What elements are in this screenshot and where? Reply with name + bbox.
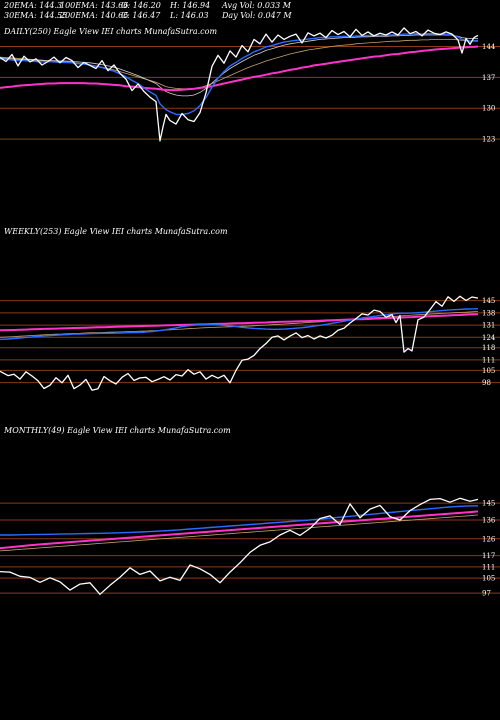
weekly-y-tick-label: 118 <box>482 344 495 352</box>
stat-close: C: 146.47 <box>121 11 161 20</box>
monthly-ema-fast-line <box>0 505 479 536</box>
monthly-y-tick-label: 126 <box>482 535 496 543</box>
daily-ema-long-line <box>0 45 479 92</box>
weekly-y-tick-label: 145 <box>482 297 495 305</box>
weekly-ema-slow-line <box>0 311 479 338</box>
stat-100ema: 100EMA: 143.66 <box>60 1 129 10</box>
weekly-y-tick-label: 124 <box>482 334 496 342</box>
monthly-y-tick-label: 97 <box>482 590 491 598</box>
monthly-ema-long-line <box>0 510 479 550</box>
daily-y-tick-label: 130 <box>482 105 495 113</box>
daily-price-line <box>0 27 479 142</box>
stat-20ema: 20EMA: 144.3 <box>4 1 63 10</box>
monthly-price-line <box>0 497 479 595</box>
weekly-y-tick-label: 131 <box>482 322 495 330</box>
weekly-ema-fast-line <box>0 308 479 341</box>
monthly-y-tick-label: 111 <box>482 563 495 571</box>
monthly-y-tick-label: 117 <box>482 552 495 560</box>
stat-200ema: 200EMA: 140.66 <box>60 11 129 20</box>
daily-y-tick-label: 144 <box>482 43 496 51</box>
stat-avg-vol: Avg Vol: 0.033 M <box>222 1 291 10</box>
monthly-y-tick-label: 136 <box>482 517 496 525</box>
weekly-panel-label: WEEKLY(253) Eagle View IEI charts Munafa… <box>4 227 228 236</box>
weekly-ema-long-line <box>0 313 479 332</box>
weekly-y-tick-label: 138 <box>482 309 495 317</box>
stat-high: H: 146.94 <box>170 1 211 10</box>
weekly-y-tick-label: 111 <box>482 356 495 364</box>
stat-30ema: 30EMA: 144.55 <box>4 11 68 20</box>
monthly-y-tick-label: 145 <box>482 500 495 508</box>
daily-ema-mid-line <box>0 34 478 97</box>
stat-low: L: 146.03 <box>170 11 209 20</box>
daily-y-tick-label: 123 <box>482 136 495 144</box>
daily-y-tick-label: 137 <box>482 74 495 82</box>
monthly-y-tick-label: 105 <box>482 575 495 583</box>
weekly-y-tick-label: 105 <box>482 367 495 375</box>
monthly-ema-slow-line <box>0 514 479 552</box>
weekly-y-tick-label: 98 <box>482 379 491 387</box>
weekly-price-line <box>0 295 479 391</box>
daily-panel-label: DAILY(250) Eagle View IEI charts MunafaS… <box>4 27 218 36</box>
daily-ema-fast-line <box>0 33 479 116</box>
stat-day-vol: Day Vol: 0.047 M <box>222 11 292 20</box>
monthly-panel-label: MONTHLY(49) Eagle View IEI charts Munafa… <box>4 426 231 435</box>
stat-open: O: 146.20 <box>121 1 161 10</box>
